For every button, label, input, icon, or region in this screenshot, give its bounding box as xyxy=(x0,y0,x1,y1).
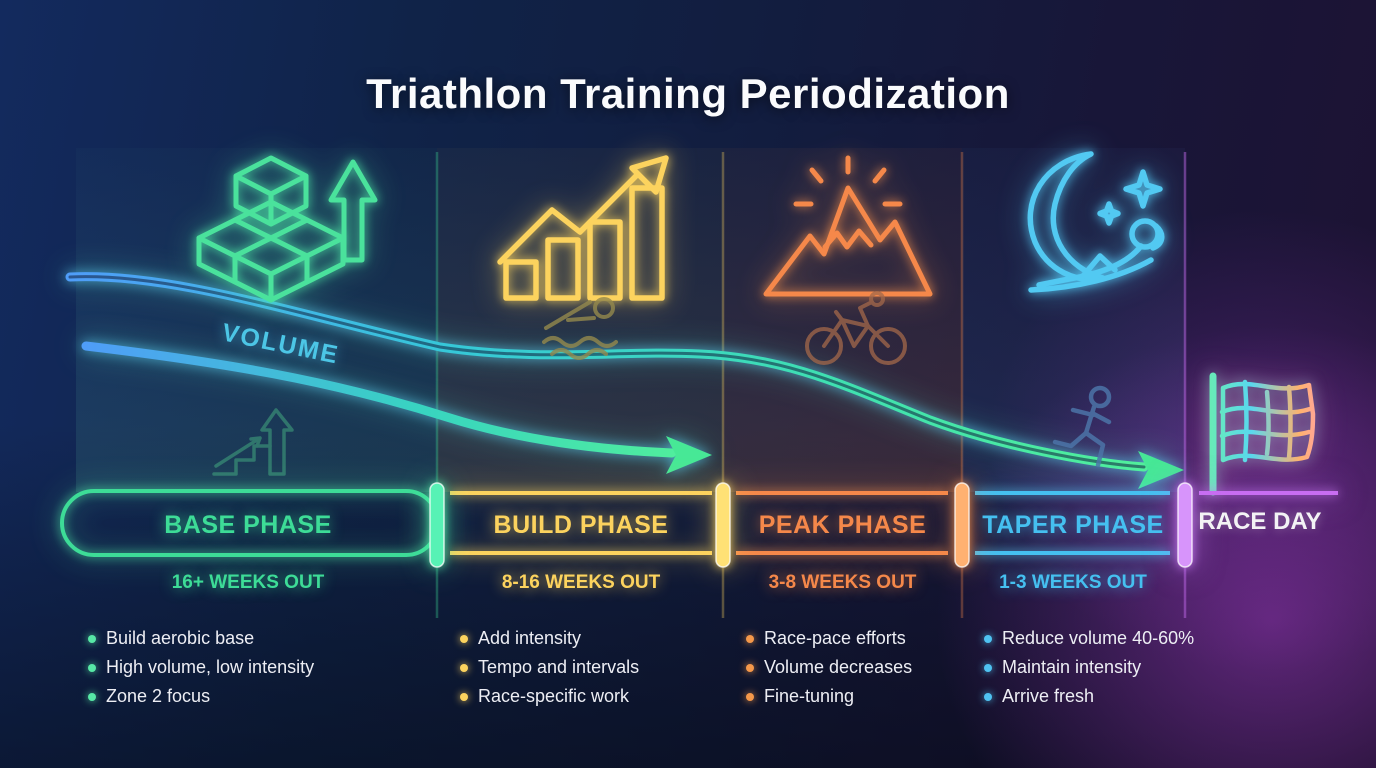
bullet-text: Fine-tuning xyxy=(764,686,855,706)
page-title: Triathlon Training Periodization xyxy=(366,70,1010,118)
peak-phase-rails xyxy=(736,491,948,555)
bullet-text: Race-specific work xyxy=(478,686,630,706)
cyclist-icon xyxy=(805,291,907,365)
bullet-dot xyxy=(88,692,96,701)
list-item: Race-specific work xyxy=(460,686,639,707)
taper-phase-bullets: Reduce volume 40-60% Maintain intensity … xyxy=(984,628,1194,715)
bullet-text: Volume decreases xyxy=(764,657,913,677)
build-phase-weeks: 8-16 WEEKS OUT xyxy=(501,572,661,593)
list-item: Volume decreases xyxy=(746,657,912,678)
divider-pill-yellow xyxy=(715,482,731,568)
bullet-dot xyxy=(88,663,96,672)
list-item: Zone 2 focus xyxy=(88,686,314,707)
taper-phase-weeks: 1-3 WEEKS OUT xyxy=(999,572,1147,593)
list-item: Maintain intensity xyxy=(984,657,1194,678)
volume-curve-lower xyxy=(81,341,712,474)
arrowhead-icon xyxy=(666,436,712,474)
bullet-dot xyxy=(746,692,754,701)
peak-phase-label: PEAK PHASE xyxy=(758,511,927,539)
taper-phase-rails xyxy=(975,491,1170,555)
bullet-dot xyxy=(984,692,992,701)
checkered-flag-icon xyxy=(1209,372,1316,496)
bullet-dot xyxy=(746,634,754,643)
list-item: High volume, low intensity xyxy=(88,657,314,678)
divider-pill-orange xyxy=(954,482,970,568)
divider-pill-purple xyxy=(1177,482,1193,568)
arrowhead-icon xyxy=(1138,451,1184,489)
rising-bar-chart-icon xyxy=(497,155,669,301)
bullet-text: Reduce volume 40-60% xyxy=(1002,628,1195,648)
building-blocks-growth-icon xyxy=(196,155,378,303)
list-item: Tempo and intervals xyxy=(460,657,639,678)
build-phase-bullets: Add intensity Tempo and intervals Race-s… xyxy=(460,628,639,715)
list-item: Fine-tuning xyxy=(746,686,912,707)
volume-curve-upper xyxy=(65,272,1184,489)
growth-steps-icon xyxy=(212,408,294,476)
bullet-text: Build aerobic base xyxy=(106,628,255,648)
bullet-text: Zone 2 focus xyxy=(106,686,211,706)
bullet-dot xyxy=(460,634,468,643)
build-phase-label: BUILD PHASE xyxy=(493,511,669,539)
list-item: Arrive fresh xyxy=(984,686,1194,707)
list-item: Race-pace efforts xyxy=(746,628,912,649)
bullet-text: High volume, low intensity xyxy=(106,657,315,677)
bullet-text: Arrive fresh xyxy=(1002,686,1095,706)
peak-phase-bullets: Race-pace efforts Volume decreases Fine-… xyxy=(746,628,912,715)
bullet-dot xyxy=(460,663,468,672)
bullet-text: Race-pace efforts xyxy=(764,628,906,648)
bullet-text: Maintain intensity xyxy=(1002,657,1142,677)
list-item: Reduce volume 40-60% xyxy=(984,628,1194,649)
bullet-text: Add intensity xyxy=(478,628,582,648)
mountain-peak-icon xyxy=(763,155,933,297)
base-phase-bullets: Build aerobic base High volume, low inte… xyxy=(88,628,314,715)
swimmer-icon xyxy=(542,297,618,360)
bullet-dot xyxy=(984,663,992,672)
bullet-text: Tempo and intervals xyxy=(478,657,640,677)
build-phase-rails xyxy=(450,491,712,555)
bullet-dot xyxy=(984,634,992,643)
taper-phase-label: TAPER PHASE xyxy=(982,511,1164,539)
moon-rest-icon xyxy=(1027,151,1165,293)
race-day-label: RACE DAY xyxy=(1198,508,1322,535)
list-item: Build aerobic base xyxy=(88,628,314,649)
timeline xyxy=(60,482,1338,568)
list-item: Add intensity xyxy=(460,628,639,649)
base-phase-weeks: 16+ WEEKS OUT xyxy=(171,572,325,593)
divider-pill-green xyxy=(429,482,445,568)
bullet-dot xyxy=(460,692,468,701)
base-phase-label: BASE PHASE xyxy=(164,511,332,539)
runner-icon xyxy=(1052,385,1112,468)
bullet-dot xyxy=(746,663,754,672)
peak-phase-weeks: 3-8 WEEKS OUT xyxy=(768,572,917,593)
bullet-dot xyxy=(88,634,96,643)
